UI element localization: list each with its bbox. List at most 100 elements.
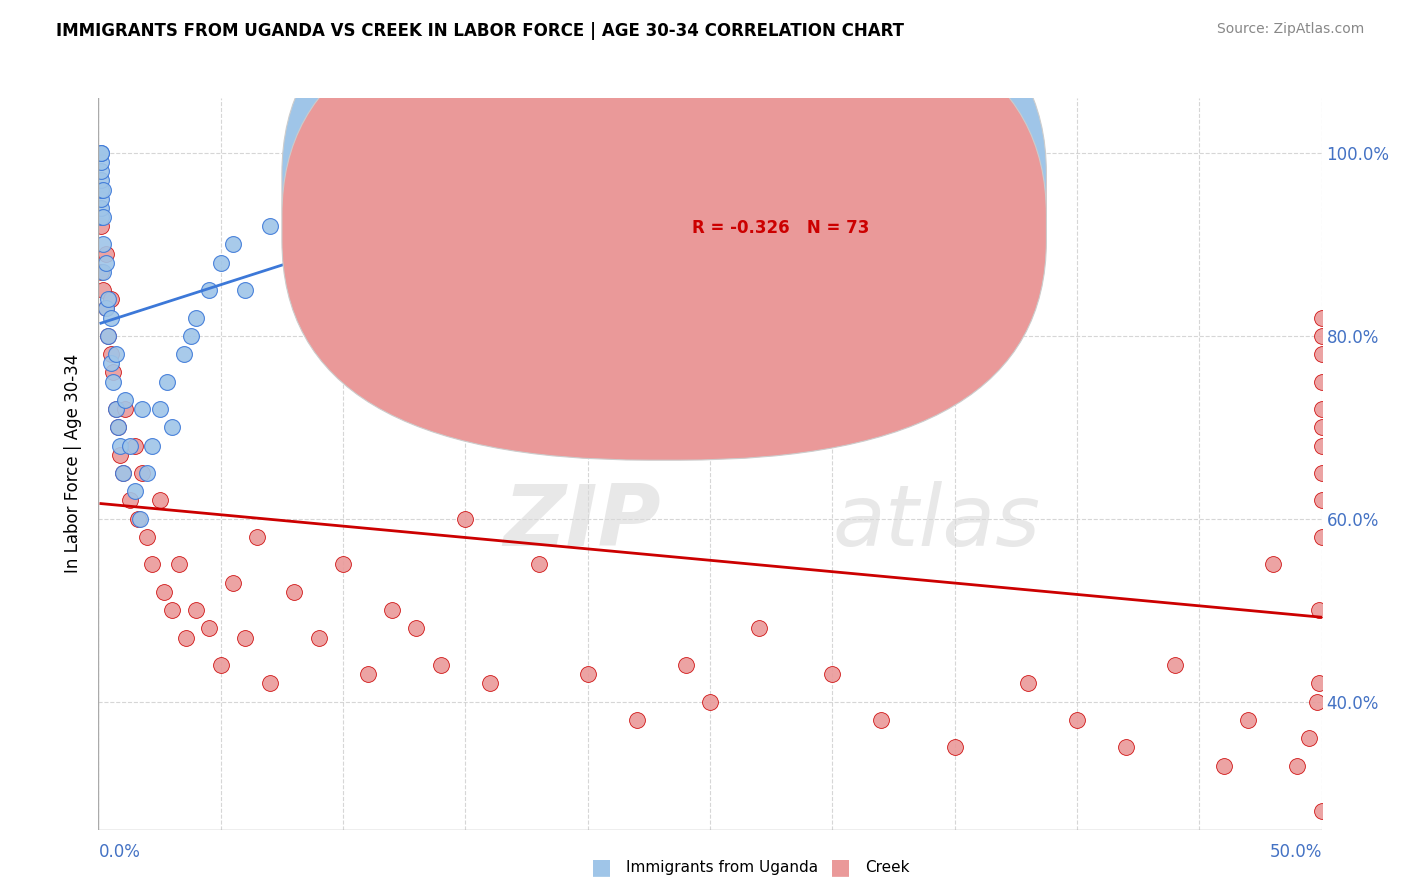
Point: [527, 558, 550, 572]
Point: [90, 210, 112, 224]
Point: [1310, 530, 1333, 544]
Point: [94, 301, 117, 316]
Point: [259, 219, 281, 234]
Y-axis label: In Labor Force | Age 30-34: In Labor Force | Age 30-34: [65, 354, 83, 574]
Point: [1237, 713, 1260, 727]
Point: [100, 356, 122, 370]
Point: [1308, 676, 1330, 690]
Point: [90, 183, 112, 197]
Point: [381, 603, 404, 617]
Point: [1310, 310, 1333, 325]
Point: [576, 667, 599, 681]
Point: [478, 676, 501, 690]
Text: 0.0%: 0.0%: [98, 843, 141, 861]
Point: [90, 173, 112, 187]
Point: [111, 466, 134, 480]
Point: [167, 558, 190, 572]
Text: ZIP: ZIP: [503, 481, 661, 564]
Point: [454, 512, 477, 526]
Point: [527, 164, 550, 178]
Point: [1310, 347, 1333, 361]
Point: [197, 622, 219, 636]
Point: [699, 695, 721, 709]
Text: ■: ■: [830, 857, 851, 877]
Point: [1310, 402, 1333, 417]
Point: [356, 667, 378, 681]
Point: [1286, 758, 1309, 772]
Point: [141, 558, 163, 572]
Point: [1017, 676, 1039, 690]
Text: Source: ZipAtlas.com: Source: ZipAtlas.com: [1216, 22, 1364, 37]
Point: [233, 283, 256, 297]
Point: [405, 622, 427, 636]
Point: [114, 392, 136, 407]
Point: [124, 439, 146, 453]
Text: Creek: Creek: [865, 860, 910, 874]
Point: [283, 210, 305, 224]
Point: [259, 676, 281, 690]
Point: [153, 585, 176, 599]
Point: [124, 484, 146, 499]
Point: [1308, 603, 1330, 617]
Text: atlas: atlas: [832, 481, 1040, 564]
Point: [90, 146, 112, 161]
Point: [90, 146, 112, 161]
Point: [430, 164, 453, 178]
Text: 50.0%: 50.0%: [1270, 843, 1322, 861]
Point: [91, 283, 114, 297]
FancyBboxPatch shape: [281, 0, 1046, 418]
Point: [209, 658, 232, 673]
Point: [943, 740, 966, 755]
Point: [110, 448, 132, 462]
Point: [1310, 420, 1333, 434]
Point: [576, 164, 599, 178]
Point: [332, 183, 354, 197]
Point: [821, 667, 844, 681]
Point: [1306, 695, 1329, 709]
Point: [149, 493, 172, 508]
Point: [94, 301, 117, 316]
Text: Immigrants from Uganda: Immigrants from Uganda: [626, 860, 818, 874]
Point: [141, 439, 163, 453]
Point: [131, 402, 153, 417]
Point: [1261, 558, 1284, 572]
Point: [107, 420, 129, 434]
Point: [222, 575, 245, 590]
Point: [1066, 713, 1088, 727]
Point: [91, 183, 114, 197]
Point: [91, 237, 114, 252]
Point: [94, 246, 117, 260]
Point: [173, 347, 195, 361]
Point: [90, 164, 112, 178]
Point: [111, 466, 134, 480]
Point: [748, 622, 770, 636]
Point: [129, 512, 152, 526]
Point: [430, 658, 453, 673]
Point: [308, 192, 330, 206]
Point: [1310, 439, 1333, 453]
Point: [110, 439, 132, 453]
Point: [1212, 758, 1234, 772]
Point: [186, 603, 208, 617]
Point: [90, 265, 112, 279]
Point: [160, 603, 183, 617]
Point: [1310, 329, 1333, 343]
Point: [478, 192, 501, 206]
Point: [180, 329, 202, 343]
Point: [107, 420, 129, 434]
Point: [104, 402, 127, 417]
Point: [136, 530, 159, 544]
Point: [186, 310, 208, 325]
Point: [381, 173, 404, 187]
Point: [90, 219, 112, 234]
Point: [870, 713, 893, 727]
Point: [176, 631, 198, 645]
Point: [104, 402, 127, 417]
Point: [136, 466, 159, 480]
Point: [97, 329, 120, 343]
Point: [120, 439, 142, 453]
Point: [1310, 466, 1333, 480]
Point: [90, 192, 112, 206]
Point: [100, 310, 122, 325]
Point: [222, 237, 245, 252]
